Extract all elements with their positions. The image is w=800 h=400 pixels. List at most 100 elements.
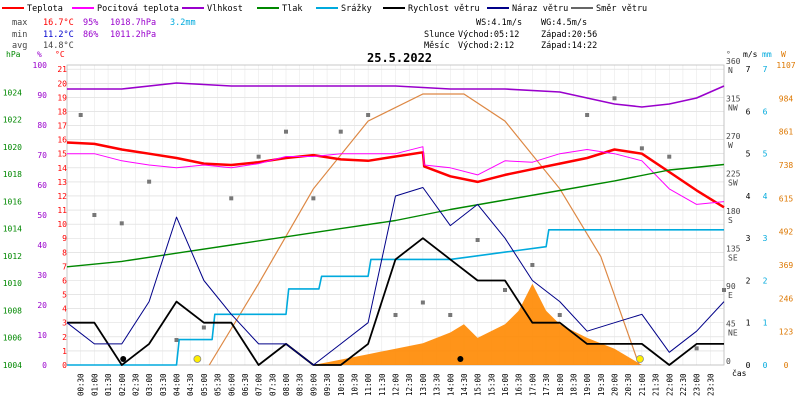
tick-hour: 06:00 <box>227 373 236 396</box>
tick-pct: 80 <box>37 121 47 130</box>
tick-dir: 270 <box>726 132 741 141</box>
series-feels-like <box>67 146 725 205</box>
tick-w: 246 <box>779 294 794 303</box>
series-wind-speed <box>67 237 724 366</box>
wind-direction-point <box>694 346 699 351</box>
tick-dir-label: NE <box>728 329 738 338</box>
tick-hour: 07:00 <box>255 373 264 396</box>
tick-w: 492 <box>779 228 794 237</box>
tick-hour: 03:30 <box>159 373 168 396</box>
tick-hour: 16:30 <box>515 373 524 396</box>
wind-direction-point <box>393 313 398 317</box>
tick-degc: 5 <box>62 291 67 300</box>
tick-degc: 6 <box>62 276 67 285</box>
moon-rise: Východ:2:12 <box>458 41 514 51</box>
tick-dir-label: NW <box>728 104 738 113</box>
legend-label: Tlak <box>282 4 302 14</box>
tick-hour: 15:30 <box>487 373 496 396</box>
tick-ms: 6 <box>746 107 751 116</box>
tick-pct: 10 <box>37 331 47 340</box>
tick-hour: 02:00 <box>118 373 127 396</box>
wind-direction-point <box>338 129 343 134</box>
wind-wg: WG:4.5m/s <box>541 18 587 28</box>
tick-hour: 15:00 <box>474 373 483 396</box>
tick-ms: 3 <box>746 234 751 243</box>
tick-hour: 22:00 <box>665 373 674 396</box>
tick-hour: 09:30 <box>323 373 332 396</box>
tick-hour: 12:30 <box>405 373 414 396</box>
stats-max-temp: 16.7°C <box>43 18 74 28</box>
wind-direction-point <box>78 113 83 117</box>
legend-label: Směr větru <box>596 4 647 14</box>
tick-hour: 01:30 <box>104 373 113 396</box>
tick-dir: 180 <box>726 207 741 216</box>
wind-direction-point <box>420 300 425 305</box>
tick-degc: 11 <box>57 206 67 215</box>
tick-hour: 01:00 <box>90 373 99 396</box>
wind-direction-point <box>639 146 644 151</box>
sunset-marker <box>636 355 644 363</box>
tick-hour: 17:30 <box>542 373 551 396</box>
tick-w: 1107 <box>776 61 795 70</box>
stats-max-hum: 95% <box>83 18 98 28</box>
tick-ms: 1 <box>746 319 751 328</box>
unit-pct: % <box>37 50 42 59</box>
unit-degc: °C <box>55 50 65 59</box>
sun-label: Slunce <box>424 30 455 40</box>
tick-hour: 17:00 <box>528 373 537 396</box>
series-wind-gust <box>66 187 725 366</box>
tick-hour: 14:00 <box>446 373 455 396</box>
tick-hour: 22:30 <box>679 373 688 396</box>
tick-degc: 13 <box>57 178 67 187</box>
tick-degc: 4 <box>62 305 67 314</box>
tick-hour: 14:30 <box>460 373 469 396</box>
tick-dir: 315 <box>726 95 741 104</box>
grid <box>66 64 725 366</box>
unit-hpa: hPa <box>6 50 21 59</box>
wind-direction-point <box>667 154 672 159</box>
tick-hour: 20:30 <box>624 373 633 396</box>
tick-mm: 2 <box>763 276 768 285</box>
series-rain <box>67 229 724 366</box>
tick-hour: 11:00 <box>364 373 373 396</box>
tick-hour: 08:30 <box>296 373 305 396</box>
tick-mm: 4 <box>763 192 768 201</box>
tick-mm: 7 <box>763 65 768 74</box>
tick-dir-label: SE <box>728 254 738 263</box>
tick-dir: 135 <box>726 245 741 254</box>
tick-pct: 40 <box>37 241 47 250</box>
tick-hpa: 1014 <box>3 225 22 234</box>
tick-degc: 17 <box>57 122 67 131</box>
wind-direction-point <box>311 196 316 201</box>
tick-ms: 0 <box>746 361 751 370</box>
tick-degc: 18 <box>57 107 67 116</box>
tick-hour: 11:30 <box>378 373 387 396</box>
tick-hour: 04:30 <box>186 373 195 396</box>
tick-hour: 05:00 <box>200 373 209 396</box>
tick-hour: 13:00 <box>419 373 428 396</box>
moonset-marker <box>457 356 464 362</box>
tick-hpa: 1008 <box>3 306 22 315</box>
tick-hpa: 1018 <box>3 170 22 179</box>
sunrise-marker <box>193 355 202 363</box>
tick-hpa: 1016 <box>3 197 22 206</box>
tick-hour: 19:30 <box>597 373 606 396</box>
tick-dir-label: W <box>728 141 733 150</box>
legend-label: Rychlost větru <box>408 4 480 14</box>
tick-hpa: 1004 <box>3 361 22 370</box>
x-axis-labels: 00:30 01:00 01:30 02:00 02:30 03:00 03:30 04:00… <box>77 373 716 396</box>
tick-degc: 0 <box>62 361 67 370</box>
tick-ms: 5 <box>746 150 751 159</box>
tick-hour: 13:30 <box>433 373 442 396</box>
tick-dir-label: N <box>728 66 733 75</box>
wind-direction-point <box>612 96 617 101</box>
legend-label: Vlhkost <box>207 4 243 14</box>
series-solar-area <box>313 283 642 365</box>
tick-degc: 8 <box>62 248 67 257</box>
tick-ms: 2 <box>746 276 751 285</box>
tick-mm: 6 <box>763 107 768 116</box>
wind-direction-point <box>475 238 480 242</box>
tick-dir: 225 <box>726 170 741 179</box>
stats-max-label: max <box>12 18 27 28</box>
tick-dir-label: S <box>728 216 733 225</box>
